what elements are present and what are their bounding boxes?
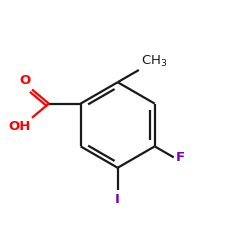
Text: CH$_3$: CH$_3$	[141, 54, 167, 69]
Text: I: I	[115, 194, 120, 206]
Text: F: F	[176, 151, 185, 164]
Text: O: O	[20, 74, 31, 87]
Text: OH: OH	[8, 120, 31, 133]
